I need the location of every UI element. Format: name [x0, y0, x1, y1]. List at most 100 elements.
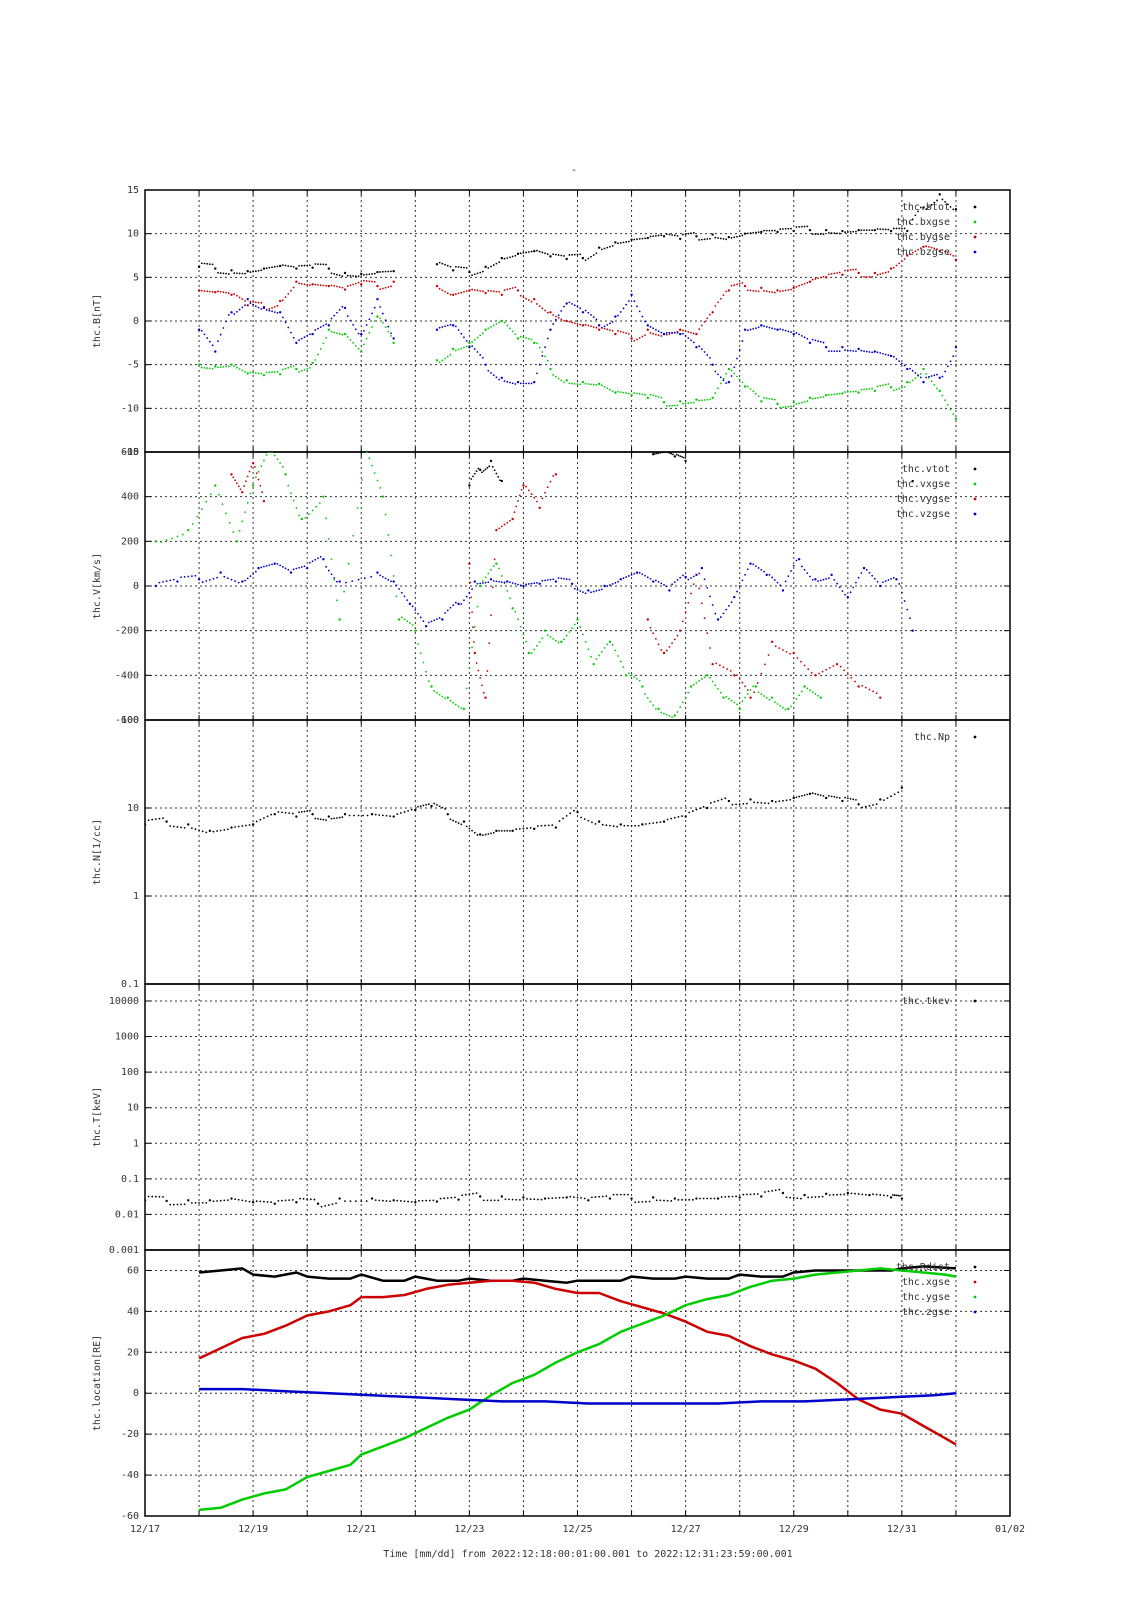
data-point	[798, 284, 801, 287]
data-point	[890, 578, 892, 580]
data-point	[733, 372, 736, 375]
data-point	[738, 378, 741, 381]
data-point	[551, 824, 554, 827]
data-point	[203, 333, 206, 336]
data-point	[217, 493, 220, 496]
data-point	[809, 689, 811, 692]
data-point	[444, 808, 446, 810]
data-point	[722, 237, 725, 240]
data-point	[914, 250, 917, 253]
data-point	[533, 582, 536, 585]
data-point	[522, 251, 525, 254]
data-point	[703, 399, 706, 401]
data-point	[298, 371, 300, 373]
data-point	[684, 233, 687, 236]
data-point	[872, 690, 874, 693]
data-point	[530, 338, 533, 341]
data-point	[403, 1200, 406, 1203]
data-point	[755, 231, 757, 234]
data-point	[614, 241, 617, 244]
data-point	[594, 823, 597, 825]
data-point	[773, 579, 776, 581]
data-point	[713, 1197, 716, 1200]
data-point	[649, 325, 652, 328]
data-point	[590, 325, 592, 328]
data-point	[808, 341, 812, 345]
data-point	[944, 250, 947, 253]
data-point	[484, 291, 487, 295]
y-tick-label: 1	[133, 1138, 139, 1149]
data-point	[433, 690, 436, 692]
data-point	[257, 470, 260, 473]
data-point	[516, 337, 520, 340]
data-point	[341, 286, 344, 289]
data-point	[187, 528, 190, 532]
data-point	[373, 272, 376, 275]
data-point	[841, 273, 844, 276]
y-tick-label: -60	[121, 1511, 139, 1522]
data-point	[487, 581, 490, 584]
data-point	[399, 1200, 402, 1202]
data-point	[811, 578, 814, 581]
data-point	[790, 705, 792, 708]
data-point	[909, 617, 911, 620]
data-point	[684, 402, 687, 405]
data-point	[668, 331, 671, 334]
data-point	[760, 286, 763, 290]
y-tick-label: 1000	[115, 1032, 139, 1043]
data-point	[936, 248, 938, 251]
data-point	[690, 577, 692, 579]
data-point	[248, 470, 251, 473]
data-point	[298, 282, 300, 285]
data-point	[745, 802, 748, 805]
data-point	[811, 792, 814, 795]
data-point	[675, 453, 678, 456]
data-point	[706, 238, 709, 240]
data-point	[249, 575, 252, 578]
data-point	[741, 234, 744, 237]
data-point	[384, 270, 387, 273]
data-point	[219, 333, 222, 336]
y-tick-label: 40	[127, 1306, 139, 1317]
data-point	[376, 571, 379, 574]
data-point	[873, 389, 877, 393]
data-point	[254, 270, 257, 273]
data-point	[554, 826, 558, 829]
data-point	[875, 1193, 878, 1196]
data-point	[260, 566, 263, 569]
x-tick-label: 12/27	[671, 1524, 701, 1535]
data-point	[352, 275, 355, 277]
data-point	[245, 1200, 247, 1202]
data-point	[478, 833, 482, 836]
data-point	[873, 228, 877, 232]
data-point	[782, 406, 784, 409]
data-point	[692, 583, 695, 586]
data-point	[371, 464, 373, 467]
data-point	[557, 577, 560, 579]
data-point	[392, 580, 395, 583]
data-point	[343, 288, 347, 291]
data-point	[223, 575, 226, 578]
data-point	[800, 660, 802, 663]
data-point	[330, 573, 333, 576]
data-point	[263, 459, 265, 462]
data-point	[222, 365, 225, 368]
data-point	[909, 222, 911, 225]
data-point	[646, 328, 649, 331]
data-point	[767, 654, 770, 656]
data-point	[603, 584, 606, 588]
data-point	[654, 452, 656, 455]
data-point	[325, 565, 328, 568]
data-point	[583, 818, 586, 821]
data-point	[838, 586, 841, 589]
data-point	[592, 383, 595, 386]
data-point	[792, 796, 795, 800]
data-point	[638, 679, 641, 682]
data-point	[500, 256, 504, 260]
data-point	[598, 589, 601, 591]
data-point	[454, 265, 457, 268]
data-point	[824, 276, 828, 279]
data-point	[327, 1204, 330, 1206]
data-point	[476, 605, 479, 608]
data-point	[222, 291, 225, 294]
